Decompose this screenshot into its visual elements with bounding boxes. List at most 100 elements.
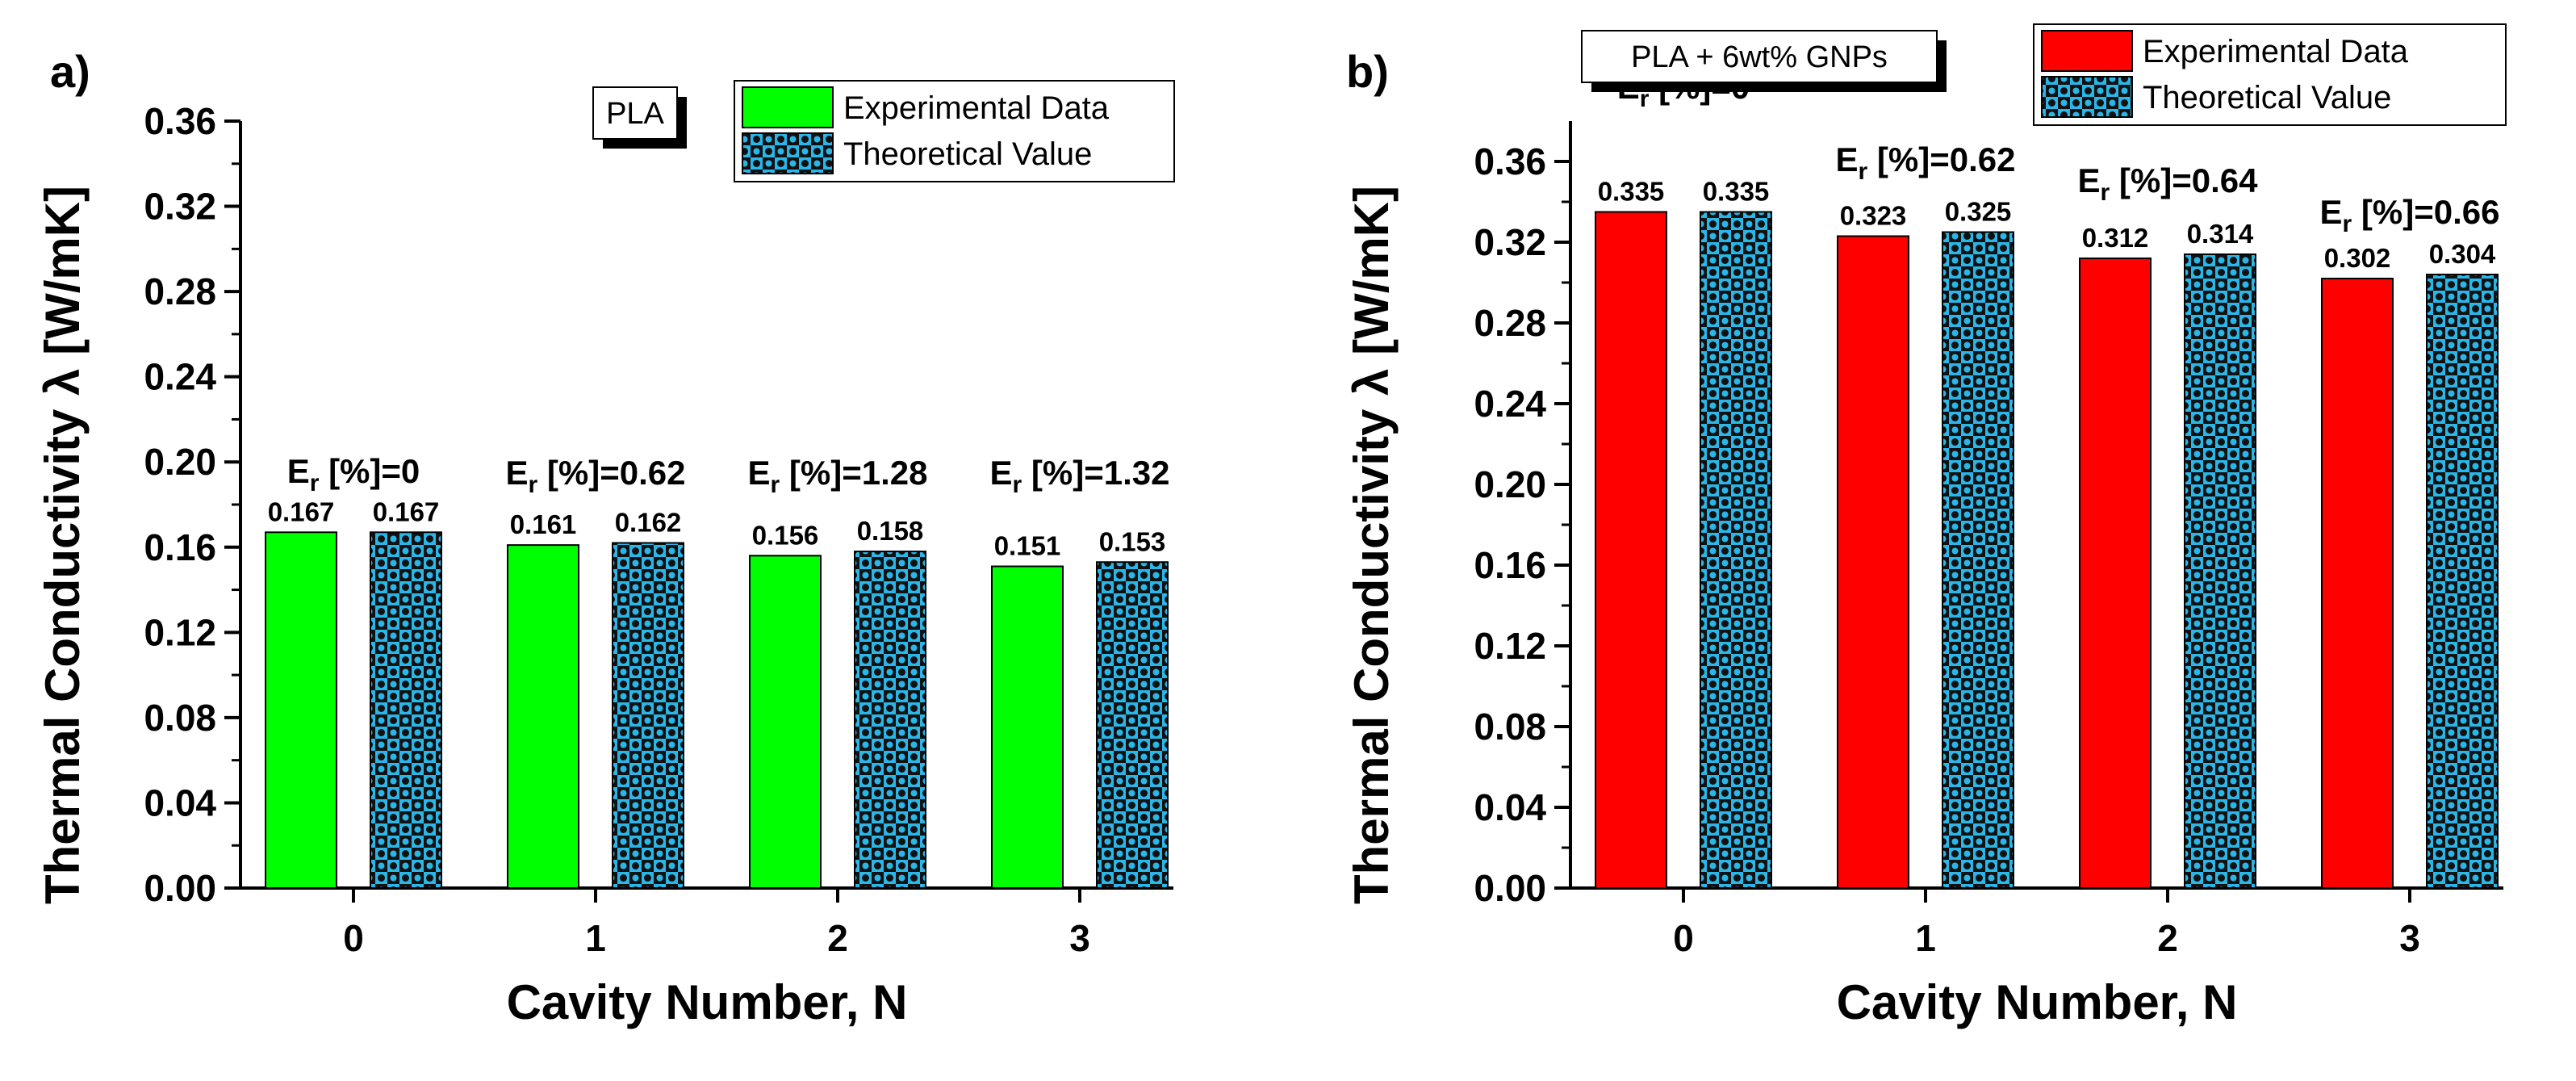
bar-experimental — [1837, 235, 1909, 889]
data-label: 0.153 — [1099, 526, 1166, 556]
bar-theoretical — [2184, 253, 2256, 889]
error-annotation-sub: r — [529, 471, 538, 498]
y-tick-label: 0.28 — [1474, 302, 1546, 344]
bar-theoretical — [1700, 211, 1772, 889]
y-axis-title: Thermal Conductivity λ [W/mK] — [36, 186, 90, 904]
bar-experimental — [991, 565, 1064, 889]
data-label: 0.325 — [1945, 197, 2012, 227]
panel-label: b) — [1346, 46, 1389, 97]
error-annotation-rest: [%]=1.32 — [1022, 454, 1169, 492]
bar-experimental — [265, 531, 337, 889]
y-tick-label: 0.28 — [144, 270, 216, 312]
material-label: PLA + 6wt% GNPs — [1631, 40, 1888, 74]
error-annotation-rest: [%]=0.64 — [2110, 161, 2258, 199]
y-tick-label: 0.08 — [144, 697, 216, 739]
data-label: 0.162 — [615, 508, 682, 538]
y-axis-title: Thermal Conductivity λ [W/mK] — [1344, 186, 1399, 904]
y-tick-label: 0.16 — [144, 526, 216, 568]
y-tick-label: 0.20 — [1474, 463, 1546, 505]
y-tick-label: 0.24 — [1474, 383, 1546, 425]
error-annotation-rest: [%]=0.62 — [537, 454, 685, 492]
bar-experimental — [1595, 211, 1667, 889]
error-annotation-rest: [%]=0.66 — [2352, 193, 2499, 231]
legend-label: Experimental Data — [843, 90, 1110, 126]
data-label: 0.335 — [1703, 177, 1770, 207]
bar-experimental — [2079, 258, 2152, 889]
bar-theoretical — [2426, 274, 2499, 889]
bar-experimental — [749, 555, 822, 889]
y-tick-label: 0.00 — [144, 867, 216, 909]
data-label: 0.161 — [510, 509, 577, 539]
error-annotation: Er [%]=1.32 — [990, 454, 1170, 498]
y-tick-label: 0.00 — [1474, 867, 1546, 909]
legend-label: Experimental Data — [2143, 34, 2409, 69]
error-annotation-main: E — [748, 454, 771, 492]
bar-experimental — [2321, 278, 2394, 889]
error-annotation-sub: r — [1013, 471, 1022, 498]
y-tick-label: 0.20 — [144, 441, 216, 483]
error-annotation: Er [%]=0.62 — [506, 454, 686, 498]
x-tick-label: 2 — [2157, 917, 2178, 959]
panel-label: a) — [50, 46, 90, 97]
error-annotation: Er [%]=0.66 — [2320, 193, 2500, 237]
y-tick-label: 0.36 — [144, 100, 216, 142]
error-annotation-main: E — [2320, 193, 2343, 231]
data-label: 0.151 — [994, 531, 1061, 561]
y-tick-label: 0.32 — [144, 186, 216, 228]
bar-theoretical — [370, 531, 442, 889]
data-label: 0.167 — [373, 497, 440, 526]
x-tick-label: 3 — [1069, 917, 1090, 959]
x-tick-label: 0 — [1673, 917, 1694, 959]
legend-swatch-theoretical — [742, 132, 834, 174]
bar-theoretical — [1942, 231, 2014, 889]
material-label-box — [1581, 30, 1938, 83]
material-label-box — [592, 86, 678, 140]
data-label: 0.302 — [2324, 243, 2391, 273]
error-annotation-main: E — [2078, 161, 2101, 199]
error-annotation: Er [%]=0.64 — [2078, 161, 2259, 206]
error-annotation-main: E — [506, 454, 529, 492]
x-tick-label: 1 — [1915, 917, 1936, 959]
legend-swatch-theoretical — [2041, 76, 2133, 118]
bar-theoretical — [612, 542, 684, 889]
x-tick-label: 1 — [585, 917, 606, 959]
error-annotation-sub: r — [1640, 86, 1650, 112]
data-label: 0.156 — [752, 520, 819, 550]
legend-swatch-experimental — [2041, 30, 2133, 72]
data-label: 0.158 — [857, 516, 924, 546]
legend-label: Theoretical Value — [2143, 80, 2391, 115]
error-annotation: Er [%]=0.62 — [1836, 140, 2016, 185]
data-label: 0.323 — [1840, 201, 1907, 231]
error-annotation-sub: r — [1859, 158, 1868, 185]
y-tick-label: 0.12 — [1474, 625, 1546, 667]
y-tick-label: 0.04 — [1474, 786, 1546, 828]
y-tick-label: 0.24 — [144, 356, 216, 398]
x-tick-label: 3 — [2399, 917, 2420, 959]
y-tick-label: 0.04 — [144, 781, 216, 823]
error-annotation-sub: r — [310, 470, 320, 497]
y-tick-label: 0.12 — [144, 611, 216, 653]
y-tick-label: 0.32 — [1474, 221, 1546, 263]
y-tick-label: 0.16 — [1474, 544, 1546, 586]
bar-experimental — [507, 544, 579, 890]
error-annotation-sub: r — [2101, 179, 2110, 206]
error-annotation-sub: r — [2343, 211, 2352, 237]
y-tick-label: 0.36 — [1474, 140, 1546, 182]
error-annotation-rest: [%]=0.62 — [1867, 140, 2015, 178]
x-tick-label: 2 — [827, 917, 848, 959]
error-annotation-main: E — [990, 454, 1013, 492]
x-axis-title: Cavity Number, N — [1837, 975, 2238, 1029]
y-tick-label: 0.08 — [1474, 706, 1546, 748]
error-annotation-rest: [%]=1.28 — [780, 454, 927, 492]
data-label: 0.304 — [2429, 239, 2496, 269]
data-label: 0.312 — [2082, 223, 2149, 253]
error-annotation-main: E — [287, 452, 310, 490]
error-annotation: Er [%]=1.28 — [748, 454, 928, 498]
chart-panel-a: a) 0.00 0.04 0.08 0.12 0.16 0.20 0.24 0.28 0.32 0.… — [36, 46, 1175, 1029]
x-tick-label: 0 — [343, 917, 364, 959]
bar-theoretical — [1096, 561, 1169, 889]
error-annotation-sub: r — [771, 471, 780, 498]
legend-label: Theoretical Value — [843, 136, 1092, 172]
data-label: 0.167 — [268, 497, 335, 526]
